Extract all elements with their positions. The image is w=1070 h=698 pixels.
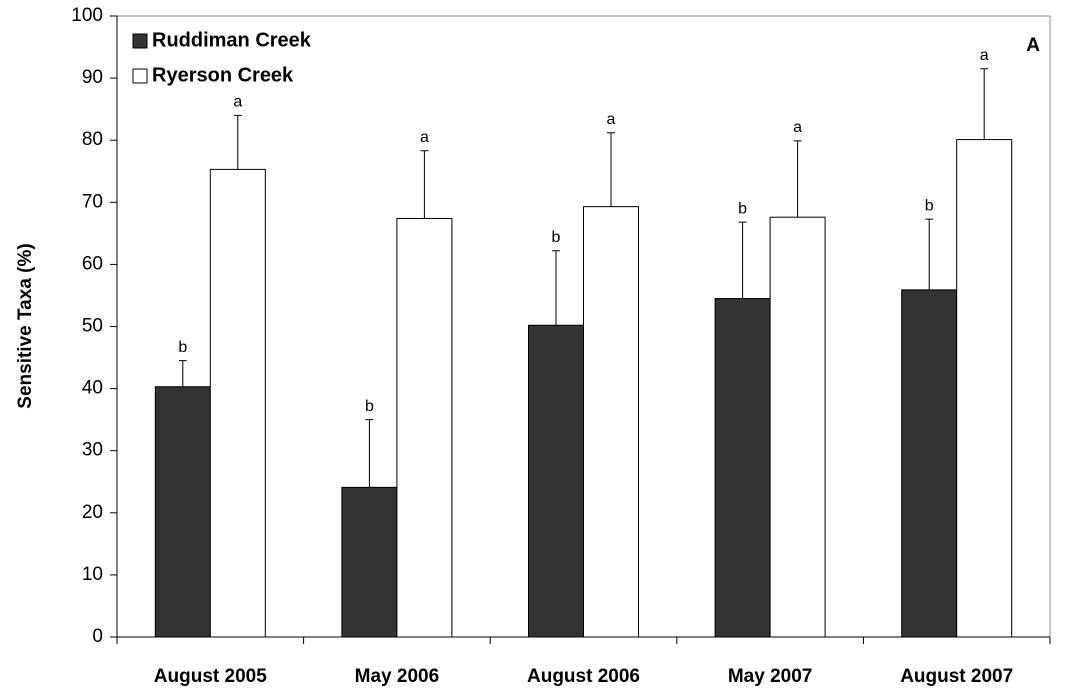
bar (528, 324, 584, 638)
bar (956, 139, 1013, 638)
y-tick-label: 40 (82, 378, 103, 399)
y-axis-label: Sensitive Taxa (%) (15, 243, 36, 408)
error-bar (980, 68, 989, 140)
bar (396, 217, 453, 638)
bar (341, 486, 398, 638)
y-tick-label: 50 (82, 316, 103, 337)
significance-letter: a (607, 111, 616, 128)
y-tick-label: 0 (92, 626, 103, 647)
bar (209, 168, 266, 638)
x-tick-label: August 2007 (900, 666, 1013, 687)
y-tick-label: 70 (82, 191, 103, 212)
y-tick-label: 100 (71, 5, 103, 26)
error-bar (925, 218, 934, 290)
y-tick-label: 60 (82, 253, 103, 274)
bar (714, 298, 771, 638)
significance-letter: b (738, 200, 747, 217)
y-tick-label: 30 (82, 440, 103, 461)
error-bar (420, 150, 429, 219)
bar (769, 216, 826, 638)
bar (583, 206, 639, 638)
significance-letter: b (178, 339, 187, 356)
error-bar (738, 221, 747, 299)
error-bar (365, 419, 374, 488)
error-bar (552, 250, 560, 326)
y-tick-label: 90 (82, 67, 103, 88)
significance-letter: a (420, 129, 429, 146)
bar (901, 289, 958, 638)
legend-swatch (132, 68, 148, 84)
panel-label: A (1026, 35, 1040, 56)
significance-letter: b (925, 197, 934, 214)
y-tick-label: 10 (82, 564, 103, 585)
error-bar (233, 114, 242, 170)
significance-letter: a (793, 119, 802, 136)
legend-swatch (132, 33, 148, 49)
significance-letter: b (552, 229, 561, 246)
x-tick-label: August 2006 (527, 666, 640, 687)
error-bar (178, 360, 187, 387)
error-bar (793, 140, 802, 218)
significance-letter: b (365, 398, 374, 415)
significance-letter: a (980, 47, 989, 64)
bar (154, 386, 211, 638)
legend-label: Ryerson Creek (152, 64, 294, 86)
error-bar (607, 132, 615, 207)
x-tick-label: August 2005 (154, 666, 267, 687)
legend-label: Ruddiman Creek (152, 29, 312, 51)
x-tick-label: May 2006 (355, 666, 440, 687)
x-tick-label: May 2007 (728, 666, 813, 687)
significance-letter: a (233, 94, 242, 111)
y-tick-label: 20 (82, 502, 103, 523)
y-tick-label: 80 (82, 129, 103, 150)
